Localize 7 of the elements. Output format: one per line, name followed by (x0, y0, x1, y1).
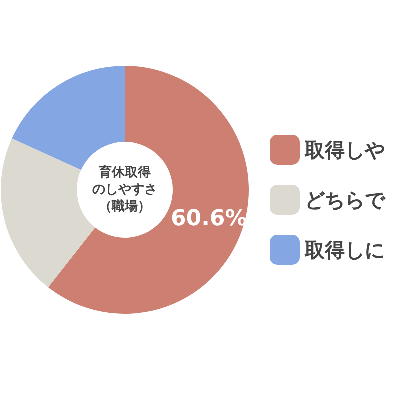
data-label: 60.6% (170, 206, 248, 232)
text: （職場） (99, 198, 151, 214)
text: 育休取得 (98, 164, 151, 180)
legend-label: 取得しに (304, 238, 385, 262)
text: のしやすさ (92, 182, 158, 198)
legend-label: 取得しや (304, 138, 385, 162)
legend-label: どちらで (305, 188, 386, 212)
